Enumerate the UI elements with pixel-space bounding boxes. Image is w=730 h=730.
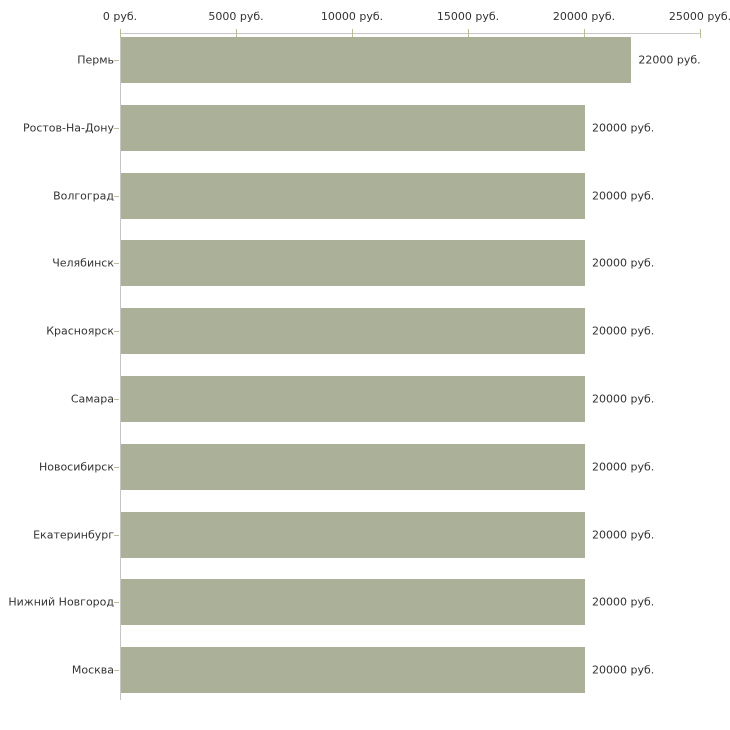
bar[interactable]: [121, 240, 585, 287]
x-axis-tick-label: 0 руб.: [102, 10, 138, 23]
y-axis-tick-mark-icon: [114, 127, 119, 129]
bar-value-label: 20000 руб.: [592, 595, 655, 609]
bar-value-label: 20000 руб.: [592, 189, 655, 203]
x-axis-tick-mark-icon: [236, 29, 237, 38]
y-axis-tick-mark-icon: [114, 534, 119, 536]
bar-value-label: 20000 руб.: [592, 528, 655, 542]
bar-value-label: 20000 руб.: [592, 324, 655, 338]
bar[interactable]: [121, 511, 585, 558]
y-axis-tick-mark-icon: [114, 670, 119, 672]
bar-value-label: 20000 руб.: [592, 121, 655, 135]
y-axis-tick-mark-icon: [114, 263, 119, 265]
x-axis-tick-label: 10000 руб.: [320, 10, 384, 23]
category-label: Красноярск: [46, 324, 114, 338]
category-label: Пермь: [77, 53, 114, 67]
x-axis-line: [120, 33, 700, 34]
bar[interactable]: [121, 647, 585, 694]
x-axis-tick-label: 20000 руб.: [552, 10, 616, 23]
y-axis-tick-mark-icon: [114, 602, 119, 604]
category-label: Новосибирск: [38, 460, 114, 474]
category-label: Волгоград: [53, 189, 114, 203]
bar[interactable]: [121, 37, 632, 83]
x-axis-tick-mark-icon: [120, 29, 121, 38]
y-axis-line: [120, 33, 121, 700]
x-axis-tick-label: 25000 руб.: [668, 10, 730, 23]
category-label: Челябинск: [52, 256, 114, 270]
bar[interactable]: [121, 172, 585, 219]
bar[interactable]: [121, 443, 585, 490]
x-axis-tick-mark-icon: [352, 29, 353, 38]
y-axis-tick-mark-icon: [114, 60, 119, 61]
category-label: Москва: [71, 663, 114, 677]
category-label: Самара: [70, 392, 114, 406]
x-axis-tick-mark-icon: [468, 29, 469, 38]
category-label: Нижний Новгород: [8, 595, 114, 609]
category-label: Ростов-На-Дону: [22, 121, 114, 135]
bar[interactable]: [121, 308, 585, 355]
x-axis-tick-mark-icon: [584, 29, 585, 38]
x-axis-tick-mark-icon: [700, 29, 701, 38]
bar-value-label: 20000 руб.: [592, 663, 655, 677]
bar-value-label: 20000 руб.: [592, 392, 655, 406]
x-axis-tick-label: 5000 руб.: [208, 10, 264, 23]
y-axis-tick-mark-icon: [114, 466, 119, 468]
bar[interactable]: [121, 104, 585, 151]
y-axis-tick-mark-icon: [114, 195, 119, 197]
bar-value-label: 22000 руб.: [638, 53, 701, 67]
bar-value-label: 20000 руб.: [592, 460, 655, 474]
y-axis-tick-mark-icon: [114, 399, 119, 400]
bar[interactable]: [121, 376, 585, 422]
bar-value-label: 20000 руб.: [592, 256, 655, 270]
x-axis-tick-label: 15000 руб.: [436, 10, 500, 23]
y-axis-tick-mark-icon: [114, 331, 119, 333]
bar[interactable]: [121, 579, 585, 626]
category-label: Екатеринбург: [33, 528, 114, 542]
